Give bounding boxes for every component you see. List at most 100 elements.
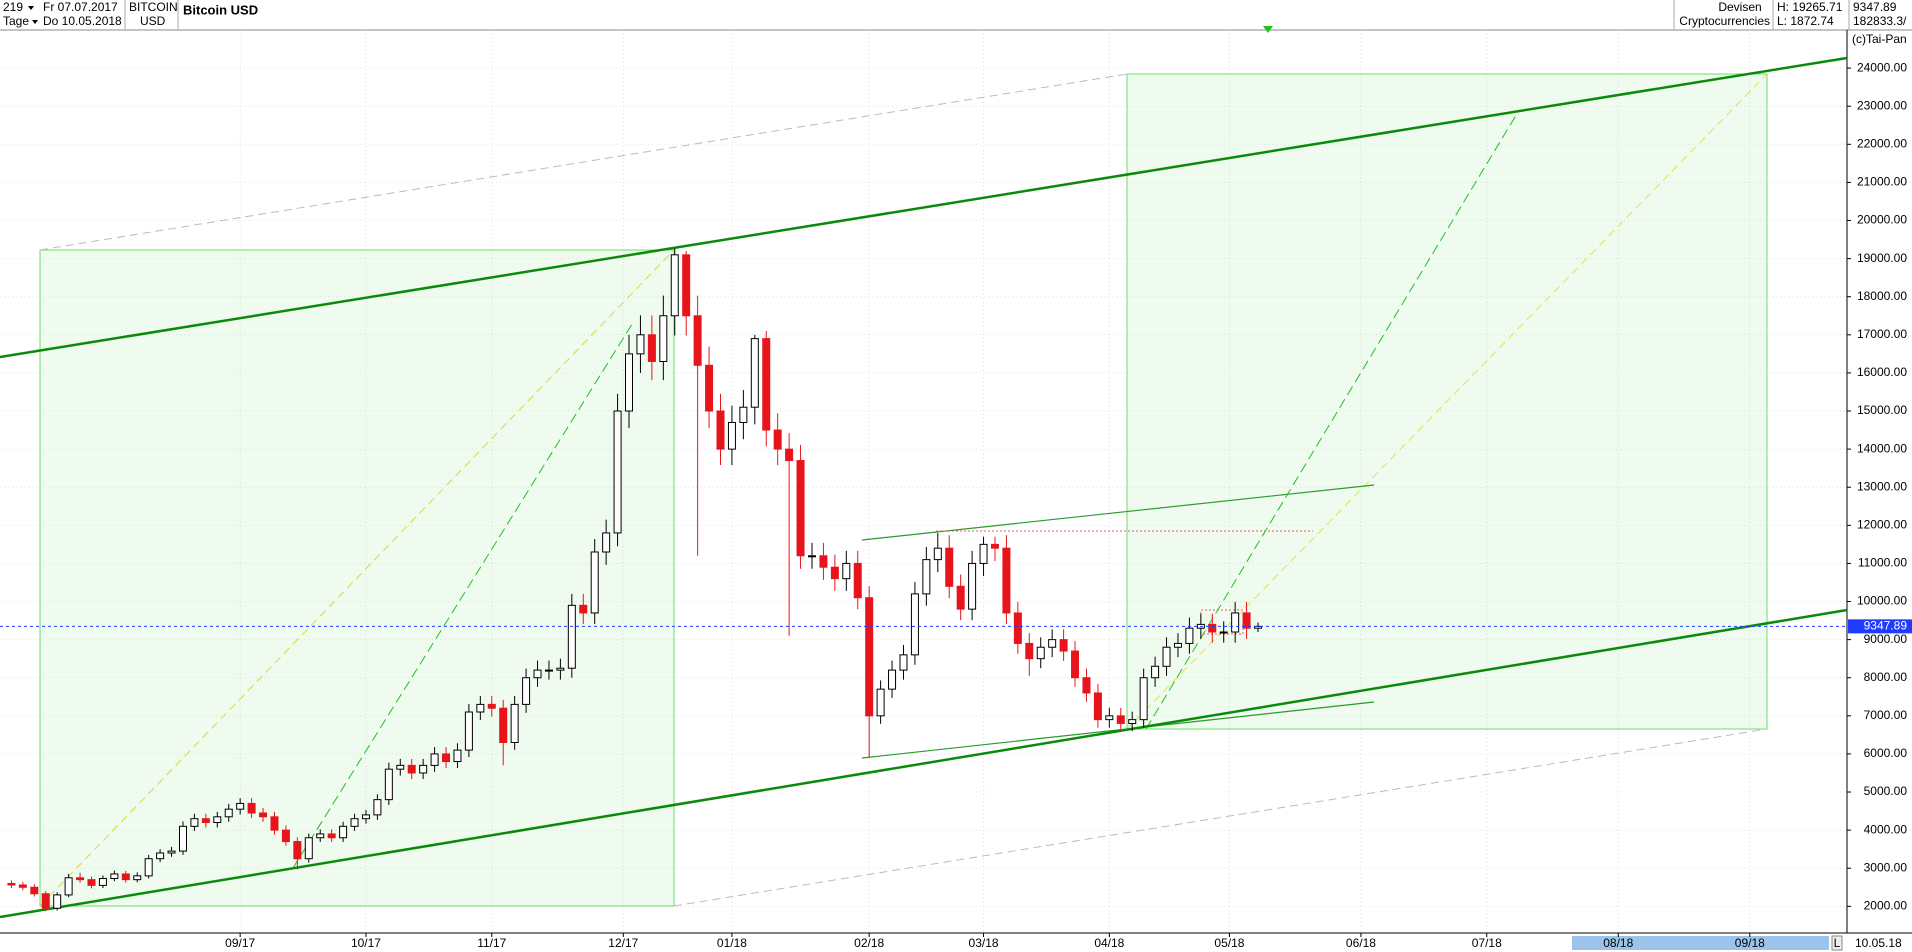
candle-body [190,818,199,827]
candle-body [499,707,508,743]
candle-body [819,555,828,568]
candle-body [293,841,302,860]
to-date: Do 10.05.2018 [43,14,122,28]
y-tick-label: 9000.00 [1864,632,1908,646]
y-tick-label: 18000.00 [1857,289,1907,303]
period[interactable]: Tage [3,14,29,28]
y-tick-label: 23000.00 [1857,98,1907,112]
y-tick-label: 3000.00 [1864,860,1908,874]
dashed-line [673,728,1768,907]
candle-body [613,410,622,534]
candle-body [1025,642,1034,660]
candle-body [544,669,553,672]
x-tick-label: 03/18 [969,936,999,950]
candle-body [1082,677,1091,694]
candle-body [1208,623,1217,633]
scrollbar[interactable] [1572,936,1829,950]
candle-body [682,254,691,317]
candle-body [167,850,176,854]
candle-body [785,448,794,462]
candle-body [87,879,96,886]
candle-body [453,749,462,763]
y-tick-label: 20000.00 [1857,213,1907,227]
y-tick-label: 24000.00 [1857,60,1907,74]
dropdown-arrow[interactable] [32,20,38,24]
y-tick-label: 7000.00 [1864,708,1908,722]
drawings [0,26,1848,919]
candle-body [373,799,382,816]
candle-body [899,654,908,671]
candle-body [339,825,348,839]
y-tick-label: 12000.00 [1857,517,1907,531]
candle-body [304,837,313,860]
x-tick-label: 06/18 [1346,936,1376,950]
candle-body [133,875,142,881]
candle-body [350,818,359,827]
candle-body [979,543,988,564]
candle-body [1219,631,1228,634]
candle-body [316,833,325,839]
candle-body [224,808,233,818]
candle-body [807,555,816,558]
count[interactable]: 219 [3,0,23,14]
last-price: 9347.89 [1853,0,1897,14]
y-tick-label: 17000.00 [1857,327,1907,341]
x-tick-label: 12/17 [608,936,638,950]
candle-body [670,254,679,317]
candle-body [1093,692,1102,721]
x-tick-label: 09/17 [225,936,255,950]
dashed-line [39,73,1128,251]
candle-body [110,873,119,880]
candle-body [1254,625,1263,629]
dashed-line [39,249,675,907]
candle-body [750,338,759,408]
candle-body [144,858,153,877]
candle-body [1071,650,1080,679]
candle-body [556,667,565,671]
candle-body [1185,627,1194,644]
candle-body [1231,612,1240,633]
candle-body [259,812,268,818]
y-tick-label: 8000.00 [1864,670,1908,684]
candle-body [990,543,999,549]
candle-body [830,566,839,580]
candle-body [796,460,805,557]
candle-body [178,825,187,852]
candle-body [533,669,542,679]
channel-line [0,56,1848,359]
market: Devisen [1718,0,1761,14]
candle-body [30,886,39,895]
y-tick-label: 4000.00 [1864,822,1908,836]
candle-body [1173,642,1182,648]
dropdown-arrow[interactable] [28,6,34,10]
candle-body [213,816,222,824]
candle-body [865,597,874,717]
candle-body [1116,715,1125,724]
end-date: 10.05.18 [1855,936,1902,950]
x-tick-label: 08/18 [1603,936,1633,950]
grid [0,30,1847,933]
candle-body [727,421,736,450]
candle-body [853,562,862,599]
candle-body [18,884,27,888]
candle-body [464,711,473,751]
candle-body [602,532,611,553]
scroll-mode-label[interactable]: L [1834,936,1841,950]
marker [1263,26,1273,33]
candle-body [739,406,748,423]
y-tick-label: 16000.00 [1857,365,1907,379]
volume: 182833.3/ [1853,14,1907,28]
candle-body [659,315,668,362]
channel-line [0,608,1848,919]
scroll-mode[interactable] [1831,935,1843,951]
candle-body [442,753,451,763]
candle-body [201,818,210,824]
candle-body [384,768,393,801]
y-tick-label: 19000.00 [1857,251,1907,265]
x-tick-label: 05/18 [1214,936,1244,950]
candle-body [773,429,782,450]
candle-body [476,703,485,713]
candle-body [361,814,370,820]
candle-body [910,593,919,656]
